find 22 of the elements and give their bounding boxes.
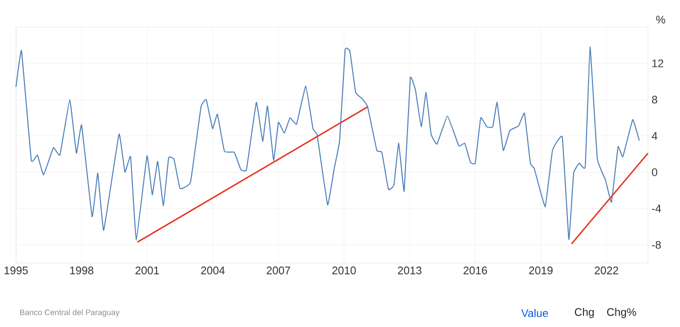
x-tick-label: 2022 [594, 266, 618, 274]
y-tick-label: 0 [652, 168, 658, 176]
y-tick-label: -4 [652, 204, 661, 212]
x-tick-label: 2007 [266, 266, 290, 274]
text: Banco Central del Paraguay [20, 309, 120, 317]
y-tick-label: 8 [652, 96, 658, 104]
y-tick-label: -8 [652, 240, 661, 249]
x-tick-label: 2016 [464, 266, 487, 274]
x-tick-label: 1995 [4, 266, 28, 274]
x-tick-label: 1998 [70, 266, 94, 274]
x-tick-label: 2010 [332, 266, 356, 274]
x-tick-label: 2019 [529, 266, 553, 274]
line-series [16, 46, 640, 241]
y-tick-label: 12 [652, 59, 664, 68]
text: Value [521, 308, 548, 318]
y-tick-label: 4 [652, 132, 658, 140]
x-tick-label: 2001 [136, 266, 159, 274]
text: Chg% [607, 308, 636, 318]
x-tick-label: 2004 [201, 266, 225, 274]
x-tick-label: 2013 [398, 266, 422, 274]
y-axis-title: % [656, 16, 666, 24]
text: Chg [574, 308, 594, 318]
